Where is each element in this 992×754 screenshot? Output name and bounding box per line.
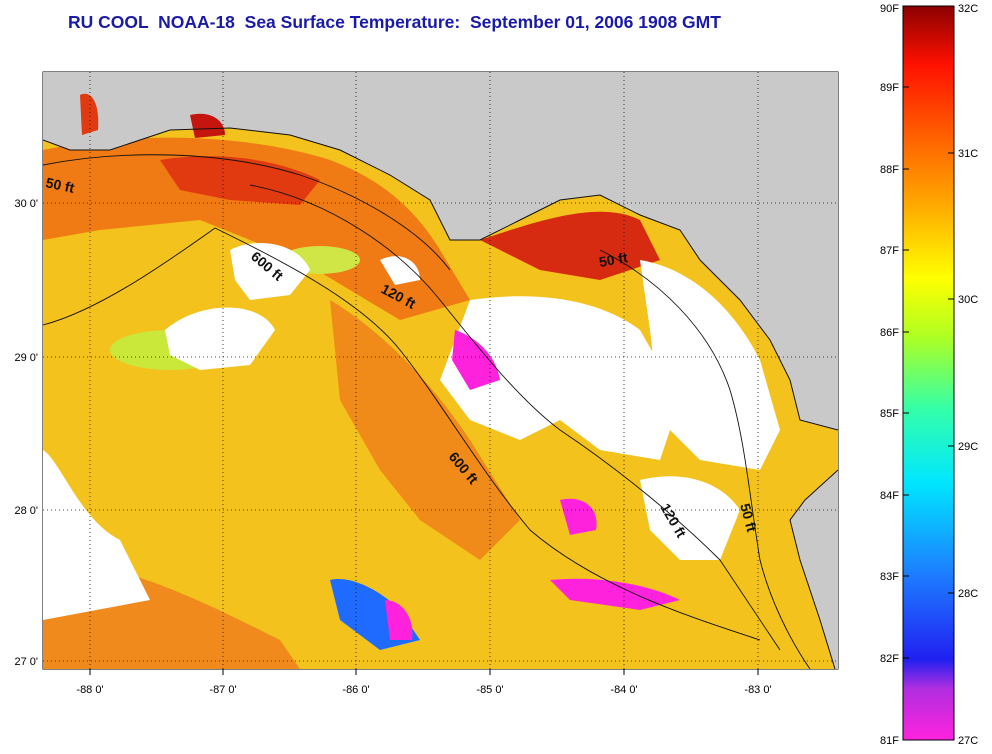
colorbar-f-label: 88F <box>880 164 899 176</box>
colorbar-c-label: 27C <box>958 735 978 747</box>
cloud-area <box>640 260 780 470</box>
contour-label: 50 ft <box>737 502 760 534</box>
cold-pocket <box>452 330 500 390</box>
colorbar <box>902 5 955 741</box>
coastline <box>43 127 838 431</box>
y-tick-label: 28 0' <box>14 505 38 517</box>
coastline <box>789 469 838 669</box>
colorbar-c-label: 32C <box>958 3 978 15</box>
y-tick-label: 30 0' <box>14 198 38 210</box>
graticule <box>43 72 838 669</box>
colorbar-c-ticks <box>948 5 954 741</box>
x-tick-label: -87 0' <box>209 684 236 696</box>
x-tick-label: -86 0' <box>342 684 369 696</box>
chart-title: RU COOL NOAA-18 Sea Surface Temperature:… <box>68 12 721 32</box>
colorbar-c-label: 31C <box>958 148 978 160</box>
x-tick-label: -84 0' <box>610 684 637 696</box>
contour-line <box>43 154 451 271</box>
cloud-area <box>640 476 740 560</box>
y-tick-label: 27 0' <box>14 656 38 668</box>
big-bend-warm <box>480 211 660 280</box>
cold-pocket <box>550 578 680 610</box>
colorbar-f-label: 87F <box>880 245 899 257</box>
cold-pocket <box>385 600 413 640</box>
x-tick-label: -85 0' <box>476 684 503 696</box>
bay <box>190 113 225 138</box>
x-tick-label: -83 0' <box>744 684 771 696</box>
colorbar-f-label: 90F <box>880 3 899 15</box>
colorbar-f-label: 89F <box>880 82 899 94</box>
contour-label: 50 ft <box>44 174 76 196</box>
colorbar-f-label: 81F <box>880 735 899 747</box>
contour-line <box>249 184 781 651</box>
colorbar-c-label: 29C <box>958 441 978 453</box>
land-north <box>43 72 838 430</box>
colorbar-f-label: 86F <box>880 327 899 339</box>
colorbar-f-label: 82F <box>880 653 899 665</box>
cloud-area <box>380 256 420 285</box>
contour-line <box>43 227 761 641</box>
colorbar-f-label: 83F <box>880 571 899 583</box>
central-orange <box>330 300 520 560</box>
x-tick-label: -88 0' <box>76 684 103 696</box>
y-tick-label: 29 0' <box>14 352 38 364</box>
contour-line <box>599 249 811 669</box>
colorbar-f-ticks <box>903 5 909 741</box>
cloud-area <box>230 242 310 300</box>
contour-label: 50 ft <box>598 249 629 270</box>
cloud-area <box>43 450 150 620</box>
cold-pocket <box>560 498 597 535</box>
bay <box>80 93 99 135</box>
colorbar-f-label: 85F <box>880 408 899 420</box>
cloud-area <box>440 296 680 460</box>
colorbar-c-label: 28C <box>958 588 978 600</box>
warm-nearshore <box>43 137 470 320</box>
cloud-area <box>165 307 275 370</box>
colorbar-c-label: 30C <box>958 294 978 306</box>
x-axis <box>89 669 759 675</box>
land-south <box>790 470 838 669</box>
colorbar-f-label: 84F <box>880 490 899 502</box>
